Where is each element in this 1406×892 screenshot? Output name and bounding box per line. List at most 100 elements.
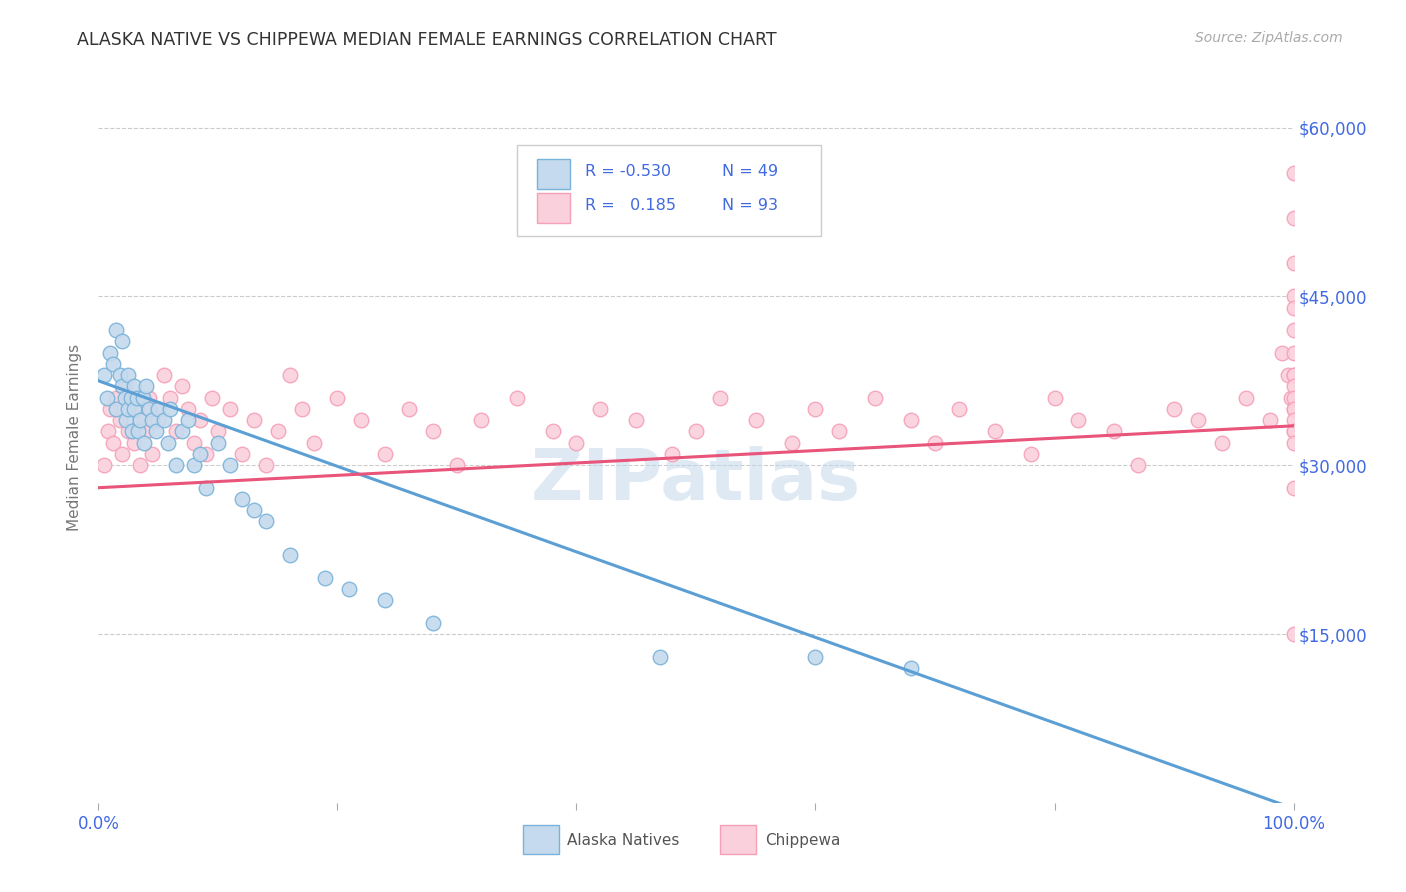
Point (172, 379, 194, 393)
Point (1282, 323, 1305, 337)
Point (115, 413, 138, 427)
Point (1282, 627, 1305, 641)
Point (254, 515, 277, 529)
Point (96, 391, 118, 405)
Point (350, 413, 373, 427)
Point (219, 401, 242, 416)
Point (145, 425, 167, 439)
Point (1187, 413, 1209, 427)
Point (243, 413, 266, 427)
Point (326, 391, 349, 405)
Point (183, 458, 205, 473)
Point (589, 401, 612, 416)
Point (900, 661, 922, 675)
Point (398, 401, 420, 416)
Point (745, 413, 768, 427)
Point (1128, 458, 1150, 473)
FancyBboxPatch shape (523, 825, 558, 854)
Point (156, 435, 179, 450)
Text: Chippewa: Chippewa (765, 833, 841, 848)
Point (1282, 255, 1305, 269)
Point (177, 413, 200, 427)
Point (1211, 435, 1233, 450)
Point (98, 345, 122, 359)
Point (1282, 289, 1305, 303)
Text: R =   0.185: R = 0.185 (585, 198, 676, 212)
Point (125, 401, 148, 416)
Point (291, 401, 314, 416)
Point (93, 368, 115, 383)
Point (132, 435, 155, 450)
Point (129, 413, 152, 427)
Point (900, 413, 922, 427)
Point (422, 425, 444, 439)
Y-axis label: Median Female Earnings: Median Female Earnings (67, 343, 83, 531)
Point (541, 425, 564, 439)
Point (506, 391, 529, 405)
Point (105, 323, 128, 337)
Point (1282, 166, 1305, 180)
Point (153, 368, 176, 383)
Point (105, 401, 128, 416)
Point (124, 435, 146, 450)
Point (374, 447, 396, 461)
Point (661, 447, 683, 461)
Point (121, 425, 143, 439)
Point (565, 435, 588, 450)
Point (195, 447, 218, 461)
Point (626, 413, 648, 427)
FancyBboxPatch shape (537, 193, 571, 223)
Point (924, 435, 946, 450)
Point (120, 391, 142, 405)
Point (1282, 425, 1305, 439)
Point (93, 458, 115, 473)
Point (165, 458, 187, 473)
Point (172, 425, 194, 439)
Point (780, 435, 803, 450)
Point (117, 401, 139, 416)
Point (470, 413, 492, 427)
Point (117, 368, 139, 383)
Point (1282, 425, 1305, 439)
Point (1282, 481, 1305, 495)
Point (124, 401, 146, 416)
Point (685, 425, 707, 439)
Point (188, 447, 211, 461)
Point (315, 571, 337, 585)
Point (138, 401, 160, 416)
Point (231, 447, 253, 461)
Point (98, 401, 122, 416)
Point (114, 379, 136, 393)
Point (648, 649, 672, 664)
Point (1282, 379, 1305, 393)
Point (1282, 368, 1305, 383)
Point (278, 368, 301, 383)
Point (231, 491, 253, 506)
Point (828, 425, 851, 439)
Point (984, 425, 1007, 439)
Point (153, 413, 176, 427)
Point (1043, 391, 1066, 405)
Point (188, 413, 211, 427)
Point (1282, 401, 1305, 416)
Point (1163, 401, 1185, 416)
Point (195, 481, 218, 495)
FancyBboxPatch shape (537, 160, 571, 189)
Point (129, 458, 152, 473)
Point (1282, 211, 1305, 225)
Point (177, 401, 200, 416)
Point (1282, 413, 1305, 427)
Point (105, 391, 128, 405)
FancyBboxPatch shape (517, 145, 821, 235)
Point (804, 649, 827, 664)
Point (114, 391, 136, 405)
FancyBboxPatch shape (720, 825, 756, 854)
Point (111, 379, 134, 393)
Point (1258, 413, 1281, 427)
Point (111, 447, 134, 461)
Point (1282, 301, 1305, 315)
Point (339, 582, 361, 596)
Point (131, 391, 153, 405)
Point (141, 413, 163, 427)
Point (1282, 368, 1305, 383)
